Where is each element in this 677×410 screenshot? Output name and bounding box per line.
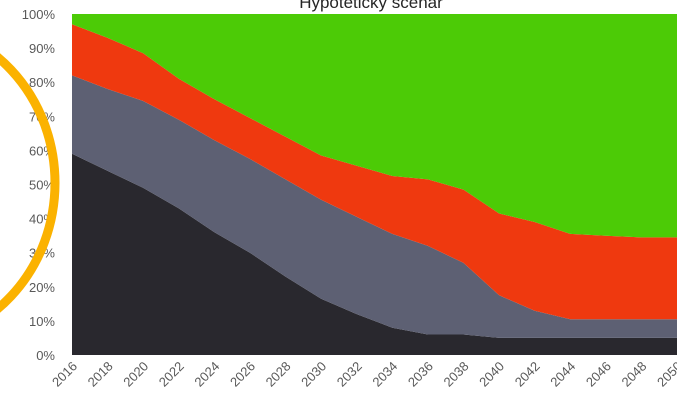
plot-area	[72, 14, 677, 355]
x-tick-label: 2042	[512, 359, 543, 390]
x-tick-label: 2016	[49, 359, 80, 390]
y-tick-label: 20%	[29, 280, 55, 295]
x-tick-label: 2022	[156, 359, 187, 390]
y-axis: 0%10%20%30%40%50%60%70%80%90%100%	[22, 7, 56, 363]
x-tick-label: 2036	[405, 359, 436, 390]
area-series-2	[72, 75, 677, 338]
x-tick-label: 2024	[191, 359, 222, 390]
highlight-circle	[0, 53, 60, 313]
y-tick-label: 100%	[22, 7, 56, 22]
x-tick-label: 2026	[227, 359, 258, 390]
area-series-3	[72, 24, 677, 320]
x-axis: 2016 2018 2020 2022 2024 2026 2028 2030 2032 2034…	[49, 359, 677, 390]
chart-title: Hypotetický scénář	[299, 0, 443, 12]
y-tick-label: 90%	[29, 41, 55, 56]
x-tick-label: 2044	[547, 359, 578, 390]
x-tick-label: 2020	[120, 359, 151, 390]
x-tick-label: 2028	[263, 359, 294, 390]
x-tick-label: 2048	[618, 359, 649, 390]
x-tick-label: 2038	[441, 359, 472, 390]
y-tick-label: 10%	[29, 314, 55, 329]
x-tick-label: 2040	[476, 359, 507, 390]
x-tick-label: 2018	[85, 359, 116, 390]
x-tick-label: 2046	[583, 359, 614, 390]
area-series-1	[72, 153, 677, 355]
x-tick-label: 2032	[334, 359, 365, 390]
y-tick-label: 80%	[29, 75, 55, 90]
x-tick-label: 2030	[298, 359, 329, 390]
x-tick-label: 2050	[654, 359, 677, 390]
annotation-layer	[0, 53, 60, 313]
y-tick-label: 0%	[36, 348, 55, 363]
y-tick-label: 50%	[29, 178, 55, 193]
area-series-4	[72, 14, 677, 238]
x-tick-label: 2034	[369, 359, 400, 390]
